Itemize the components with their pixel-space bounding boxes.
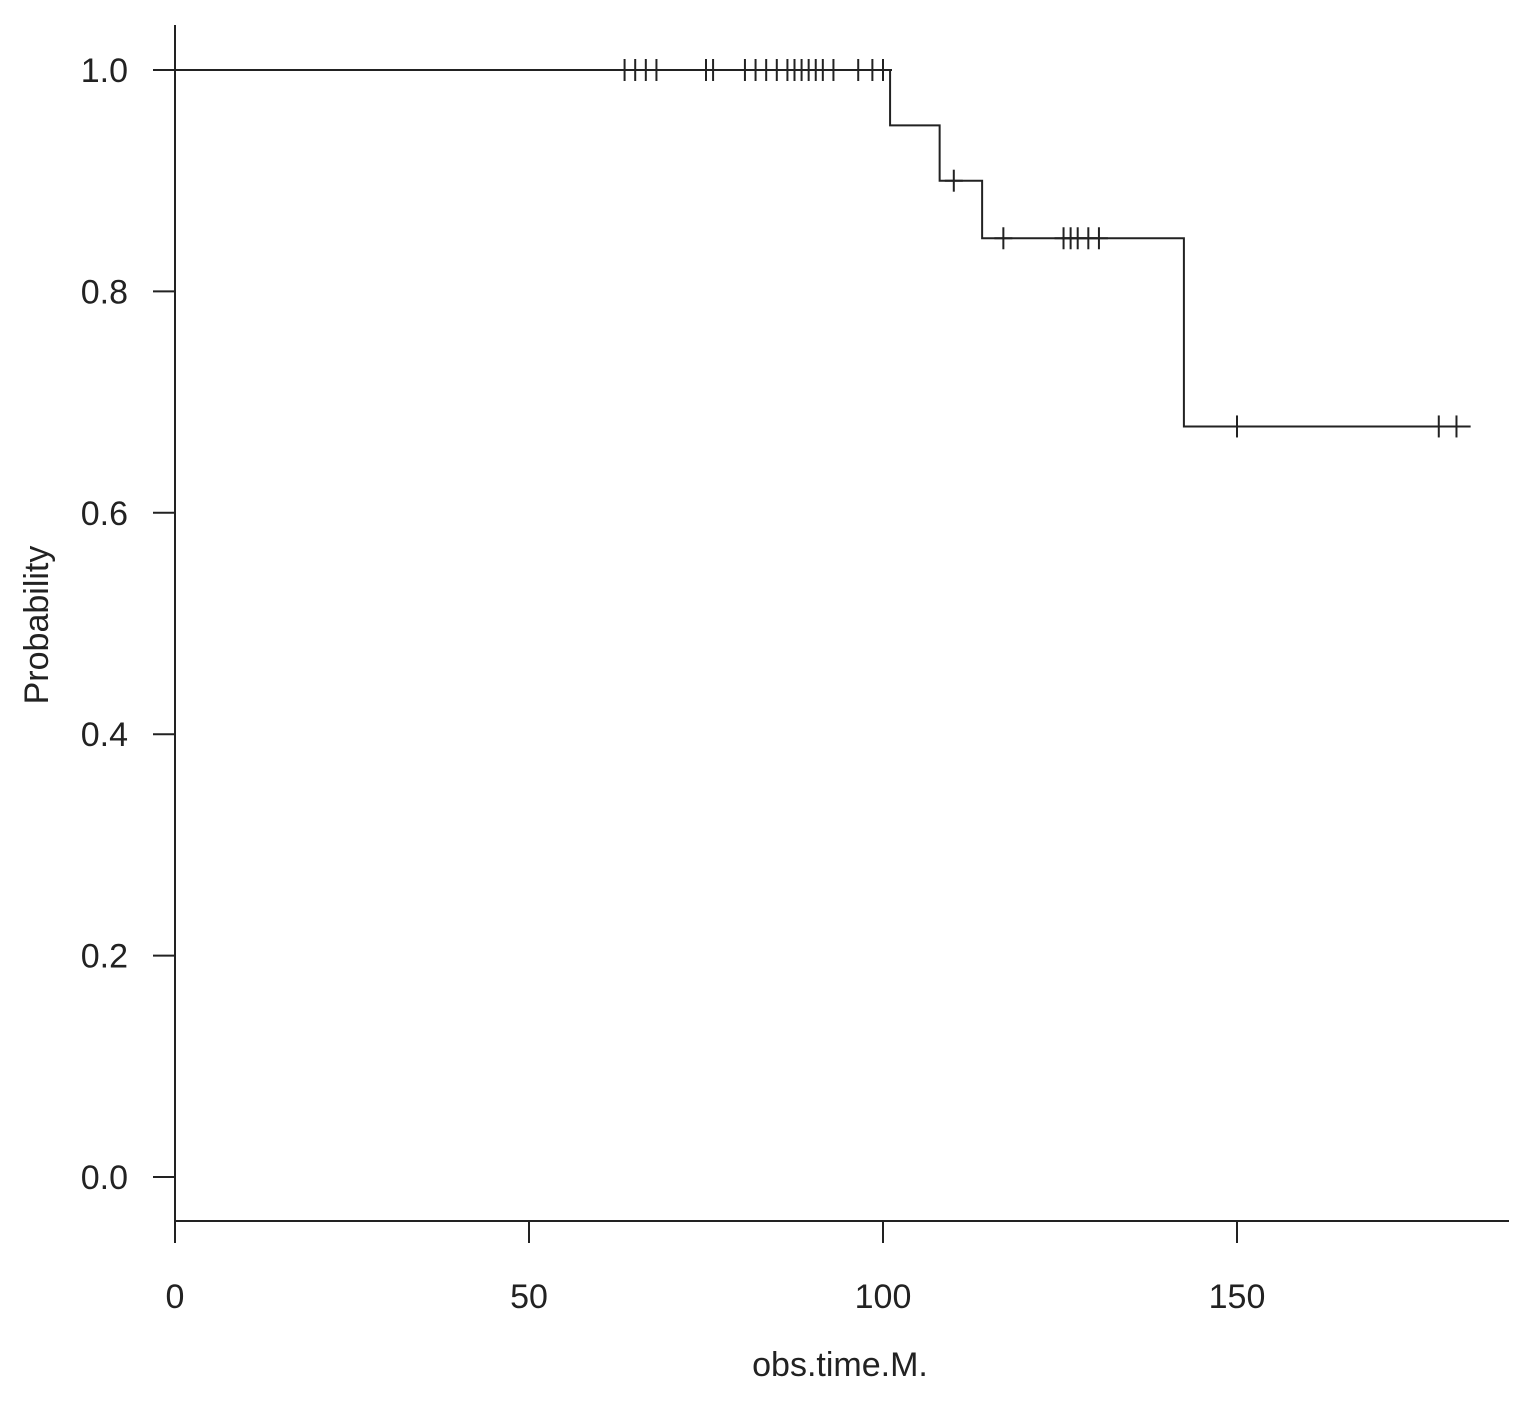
x-axis-title: obs.time.M.: [752, 1346, 928, 1384]
y-tick-label-0.0: 0.0: [81, 1159, 128, 1197]
x-tick-label-150: 150: [1209, 1278, 1266, 1316]
x-tick-label-0: 0: [166, 1278, 185, 1316]
x-tick-label-50: 50: [510, 1278, 548, 1316]
y-tick-label-0.6: 0.6: [81, 495, 128, 533]
y-tick-label-0.2: 0.2: [81, 938, 128, 976]
y-tick-label-1.0: 1.0: [81, 52, 128, 90]
y-tick-label-0.8: 0.8: [81, 273, 128, 311]
y-axis-title: Probability: [18, 546, 56, 705]
y-axis-ticks: 0.0 0.2 0.4 0.6 0.8 1.0: [81, 52, 175, 1197]
censor-marks: [615, 59, 1466, 438]
survival-curve: [175, 69, 1471, 428]
x-axis-ticks: 0 50 100 150: [166, 1221, 1266, 1316]
y-tick-label-0.4: 0.4: [81, 716, 128, 754]
x-tick-label-100: 100: [855, 1278, 912, 1316]
